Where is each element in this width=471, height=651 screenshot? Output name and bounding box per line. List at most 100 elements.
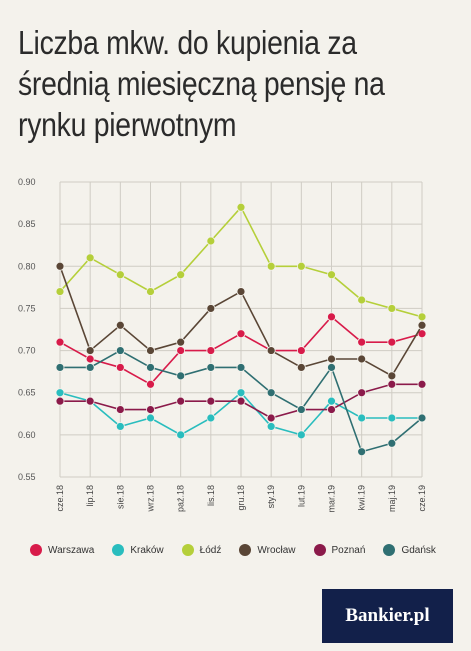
data-point [115, 422, 125, 431]
data-point [176, 430, 186, 440]
x-tick-label: sie.18 [115, 485, 125, 509]
data-point [55, 396, 65, 406]
data-point [296, 405, 306, 414]
bankier-logo: Bankier.pl [322, 589, 453, 643]
data-point [176, 337, 186, 347]
data-point [176, 346, 186, 355]
data-point [176, 270, 186, 280]
x-tick-label: lis.18 [206, 485, 216, 506]
x-tick-label: gru.18 [236, 485, 246, 511]
data-point [296, 363, 306, 372]
legend-label: Wrocław [257, 544, 296, 556]
legend-label: Gdańsk [401, 544, 436, 556]
data-point [236, 329, 246, 339]
data-point [206, 396, 216, 406]
data-point [85, 346, 95, 355]
y-tick-label: 0.55 [18, 472, 36, 482]
y-tick-label: 0.75 [18, 303, 36, 313]
y-tick-label: 0.70 [18, 346, 36, 356]
data-point [55, 337, 65, 347]
data-point [146, 405, 155, 414]
data-point [236, 363, 246, 372]
x-tick-label: mar.19 [327, 485, 337, 513]
data-point [236, 396, 246, 406]
data-point [115, 405, 125, 414]
data-point [85, 363, 95, 372]
data-point [55, 388, 65, 398]
data-point [357, 337, 367, 347]
chart-title: Liczba mkw. do kupienia za średnią miesi… [18, 24, 385, 143]
data-point [417, 413, 427, 423]
data-point [146, 413, 155, 423]
data-point [236, 287, 246, 296]
x-tick-label: kwi.19 [357, 485, 367, 511]
legend-item: Warszawa [30, 544, 94, 556]
data-point [85, 396, 95, 406]
data-point [85, 253, 95, 263]
data-point [327, 405, 336, 414]
y-tick-label: 0.85 [18, 219, 36, 229]
data-point [296, 430, 306, 440]
data-point [115, 346, 125, 355]
data-point [296, 261, 306, 271]
x-tick-label: paź.18 [176, 485, 186, 512]
data-point [55, 261, 65, 271]
data-point [266, 261, 276, 271]
data-point [357, 354, 367, 364]
legend: Warszawa Kraków Łódź Wrocław Poznań Gdańsk [30, 540, 450, 560]
data-point [266, 413, 276, 423]
data-point [146, 346, 155, 355]
data-point [417, 379, 427, 389]
legend-item: Łódź [181, 544, 222, 556]
x-tick-label: wrz.18 [146, 485, 156, 513]
data-point [327, 270, 336, 280]
data-point [417, 320, 427, 330]
data-point [387, 371, 397, 381]
data-point [146, 287, 155, 296]
data-point [206, 304, 216, 313]
x-tick-label: cze.19 [417, 485, 427, 512]
data-point [115, 363, 125, 372]
legend-swatch [239, 544, 252, 556]
data-point [357, 295, 367, 305]
data-point [417, 312, 427, 322]
data-point [327, 354, 336, 364]
data-point [387, 379, 397, 389]
y-tick-label: 0.90 [18, 177, 36, 187]
data-point [115, 320, 125, 330]
data-point [236, 202, 246, 212]
data-point [266, 346, 276, 355]
data-point [327, 312, 336, 322]
data-point [85, 354, 95, 364]
legend-swatch [313, 544, 326, 556]
legend-item: Gdańsk [383, 544, 436, 556]
y-tick-label: 0.80 [18, 261, 36, 271]
data-point [357, 388, 367, 398]
data-point [387, 413, 397, 423]
legend-swatch [30, 544, 42, 556]
legend-item: Kraków [112, 544, 164, 556]
legend-label: Łódź [199, 544, 222, 556]
data-point [387, 438, 397, 448]
data-point [266, 388, 276, 398]
data-point [206, 413, 216, 423]
legend-item: Wrocław [239, 544, 296, 556]
data-point [206, 346, 216, 355]
legend-swatch [112, 544, 125, 556]
data-point [327, 396, 336, 406]
data-point [266, 422, 276, 431]
x-tick-label: maj.19 [387, 485, 397, 512]
data-point [296, 346, 306, 355]
x-tick-label: sty.19 [266, 485, 276, 508]
y-tick-label: 0.60 [18, 430, 36, 440]
legend-label: Warszawa [48, 544, 95, 556]
line-chart: 0.55 0.60 0.65 0.70 0.75 0.80 0.85 0.90 cze.18 li… [18, 177, 427, 513]
data-point [146, 379, 155, 389]
x-tick-label: cze.18 [55, 485, 65, 512]
data-point [55, 287, 65, 296]
x-tick-label: lut.19 [296, 485, 306, 507]
data-point [115, 270, 125, 280]
data-point [176, 371, 186, 381]
legend-swatch [181, 544, 194, 556]
legend-swatch [383, 544, 396, 556]
